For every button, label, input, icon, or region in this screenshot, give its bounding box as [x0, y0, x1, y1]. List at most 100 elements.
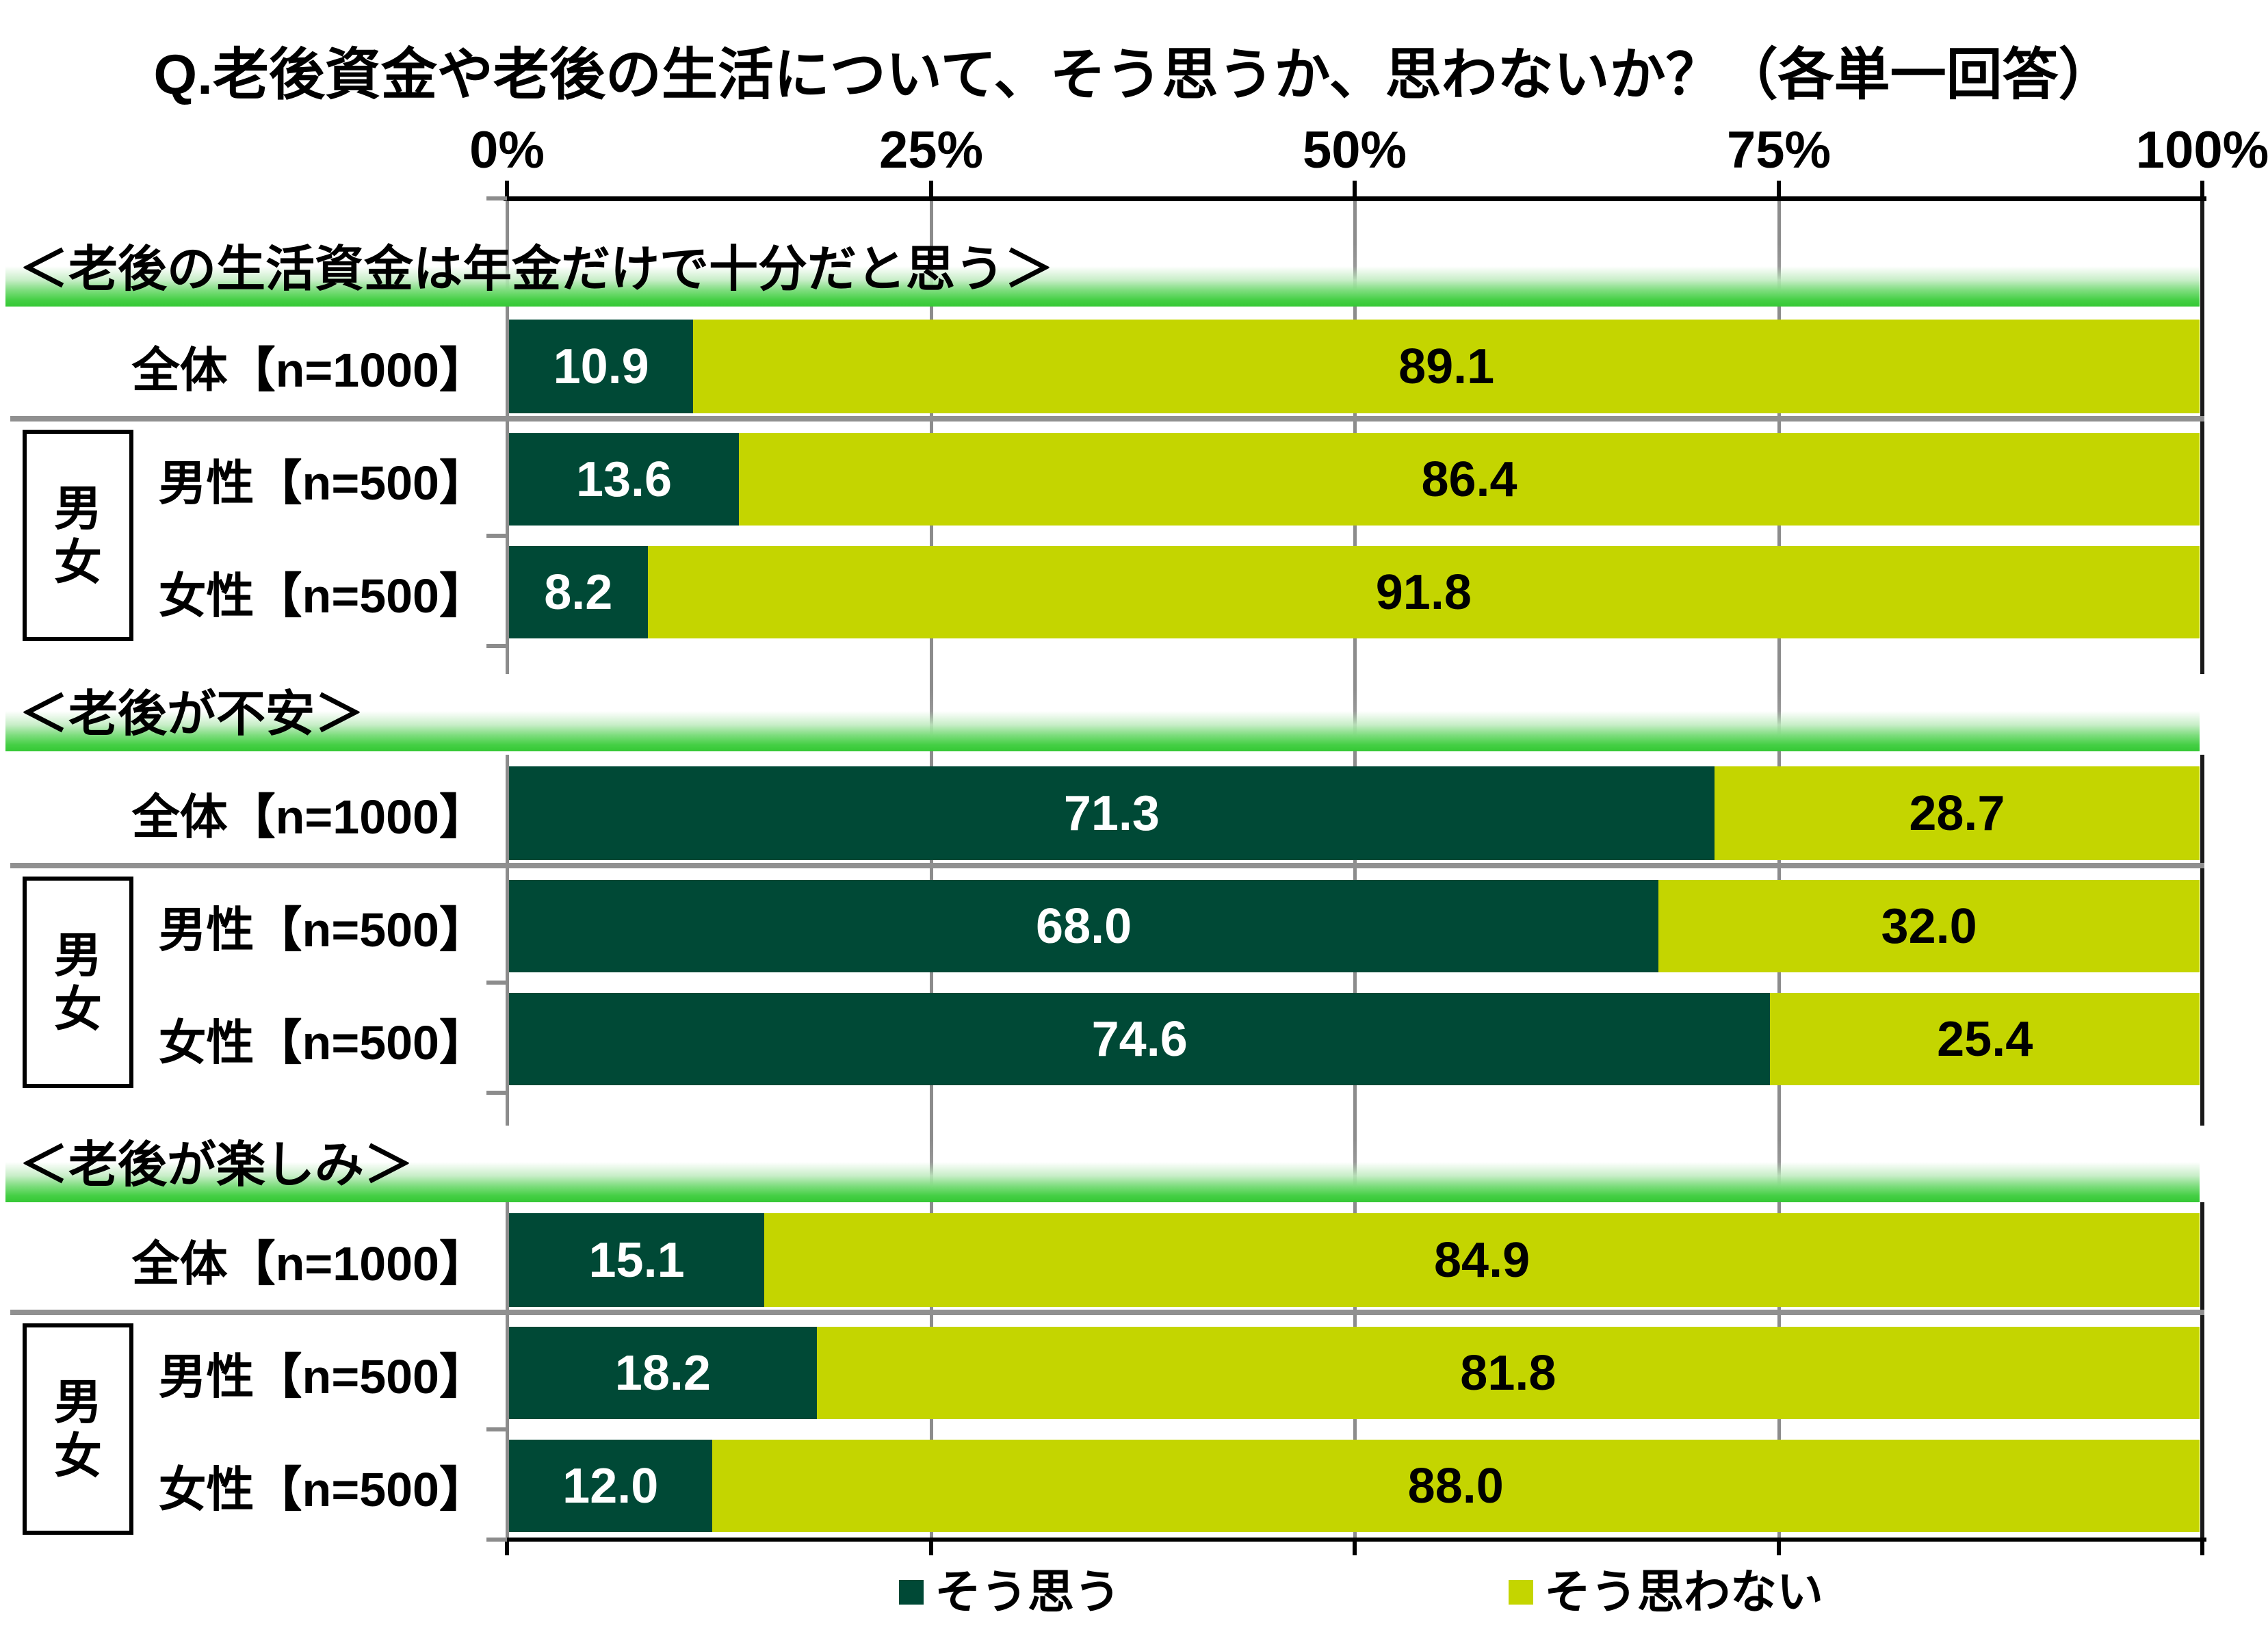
bar-value-label: 13.6	[575, 452, 673, 507]
axis-tick	[1777, 1542, 1781, 1555]
row-label: 全体【n=1000】	[131, 1237, 487, 1291]
bar-disagree-segment	[764, 1213, 2200, 1307]
group-label-char: 女	[54, 535, 102, 589]
gridline	[1777, 201, 1781, 1538]
bottom-axis	[504, 1538, 2206, 1542]
axis-tick	[1353, 1542, 1357, 1555]
gridline	[1353, 201, 1357, 1538]
row-label: 男性【n=500】	[158, 456, 487, 510]
row-separator	[10, 863, 2204, 868]
group-box: 男女	[23, 877, 133, 1088]
bar-value-label: 68.0	[1036, 898, 1132, 954]
category-axis-line	[506, 201, 509, 674]
axis-tick-label: 75%	[1726, 121, 1832, 179]
bar-disagree-segment	[816, 1327, 2200, 1419]
bar-value-label: 71.3	[1063, 786, 1160, 841]
bar-value-label: 28.7	[1909, 786, 2005, 841]
group-box: 男女	[23, 430, 133, 641]
bar-value-label: 81.8	[1460, 1345, 1556, 1401]
section-header-band	[5, 1139, 2200, 1202]
axis-tick	[505, 181, 509, 196]
axis-tick	[1777, 181, 1781, 196]
legend-swatch-agree	[899, 1580, 924, 1605]
bar-agree-segment	[509, 766, 1715, 860]
axis-corner-tick	[486, 1538, 507, 1542]
bar-value-label: 8.2	[544, 565, 613, 620]
section-title: ＜老後が不安＞	[19, 687, 365, 742]
bar-value-label: 88.0	[1407, 1458, 1504, 1514]
axis-tick	[929, 181, 933, 196]
category-axis-line	[506, 1202, 509, 1538]
bar-agree-segment	[509, 1327, 817, 1419]
axis-tick	[505, 1542, 509, 1555]
category-tick	[486, 644, 507, 648]
group-label-char: 男	[54, 482, 102, 536]
axis-tick	[2200, 181, 2204, 196]
legend-label-disagree: そう思わない	[1544, 1566, 1824, 1618]
bar-value-label: 18.2	[614, 1345, 711, 1401]
bar-agree-segment	[509, 880, 1659, 972]
section-title: ＜老後が楽しみ＞	[19, 1138, 414, 1193]
axis-tick	[929, 1542, 933, 1555]
row-label: 女性【n=500】	[158, 1016, 487, 1069]
category-tick	[486, 1427, 507, 1431]
bar-agree-segment	[509, 993, 1771, 1085]
bar-value-label: 74.6	[1091, 1011, 1188, 1067]
gridline	[930, 201, 933, 1538]
bar-value-label: 32.0	[1881, 898, 1977, 954]
row-label: 女性【n=500】	[158, 569, 487, 623]
section-header-band	[5, 244, 2200, 307]
bar-agree-segment	[509, 1440, 712, 1532]
axis-tick-label: 100%	[2135, 121, 2268, 179]
group-label-char: 女	[54, 1429, 102, 1483]
axis-tick	[1353, 181, 1357, 196]
bar-disagree-segment	[739, 433, 2200, 526]
plot-right-border	[2200, 1202, 2204, 1538]
category-tick	[486, 1091, 507, 1095]
axis-tick-label: 25%	[878, 121, 984, 179]
bar-disagree-segment	[1714, 766, 2200, 860]
bar-value-label: 89.1	[1398, 339, 1495, 394]
bar-value-label: 91.8	[1375, 565, 1472, 620]
row-label: 男性【n=500】	[158, 903, 487, 957]
bar-value-label: 86.4	[1421, 452, 1517, 507]
row-label: 全体【n=1000】	[131, 343, 487, 397]
bar-agree-segment	[509, 320, 694, 413]
category-axis-line	[506, 755, 509, 1126]
group-box: 男女	[23, 1323, 133, 1535]
bar-disagree-segment	[693, 320, 2200, 413]
group-label-char: 女	[54, 982, 102, 1036]
bar-agree-segment	[509, 1213, 765, 1307]
category-tick	[486, 534, 507, 538]
bar-value-label: 10.9	[553, 339, 649, 394]
plot-right-border	[2200, 755, 2204, 1126]
top-axis	[504, 196, 2206, 201]
category-tick	[486, 981, 507, 985]
row-label: 女性【n=500】	[158, 1463, 487, 1516]
bar-disagree-segment	[647, 546, 2200, 638]
legend-label-agree: そう思う	[935, 1566, 1121, 1618]
axis-tick	[2200, 1542, 2204, 1555]
legend-swatch-disagree	[1509, 1580, 1533, 1605]
row-separator	[10, 416, 2204, 422]
plot-right-border	[2200, 201, 2204, 674]
section-title: ＜老後の生活資金は年金だけで十分だと思う＞	[19, 242, 1054, 297]
axis-tick-label: 50%	[1302, 121, 1407, 179]
group-label-char: 男	[54, 1375, 102, 1429]
bar-value-label: 84.9	[1433, 1232, 1530, 1288]
bar-disagree-segment	[712, 1440, 2200, 1532]
section-header-band	[5, 688, 2200, 751]
row-separator	[10, 1310, 2204, 1315]
group-label-char: 男	[54, 929, 102, 983]
axis-tick-label: 0%	[469, 121, 545, 179]
bar-value-label: 15.1	[588, 1232, 685, 1288]
bar-value-label: 12.0	[562, 1458, 659, 1514]
axis-corner-tick	[486, 196, 507, 200]
chart-title: Q.老後資金や老後の生活について、そう思うか、思わないか？（各単一回答）	[153, 44, 2115, 106]
bar-value-label: 25.4	[1937, 1011, 2033, 1067]
bar-disagree-segment	[1658, 880, 2200, 972]
bar-agree-segment	[509, 433, 740, 526]
row-label: 全体【n=1000】	[131, 790, 487, 844]
bar-agree-segment	[509, 546, 648, 638]
